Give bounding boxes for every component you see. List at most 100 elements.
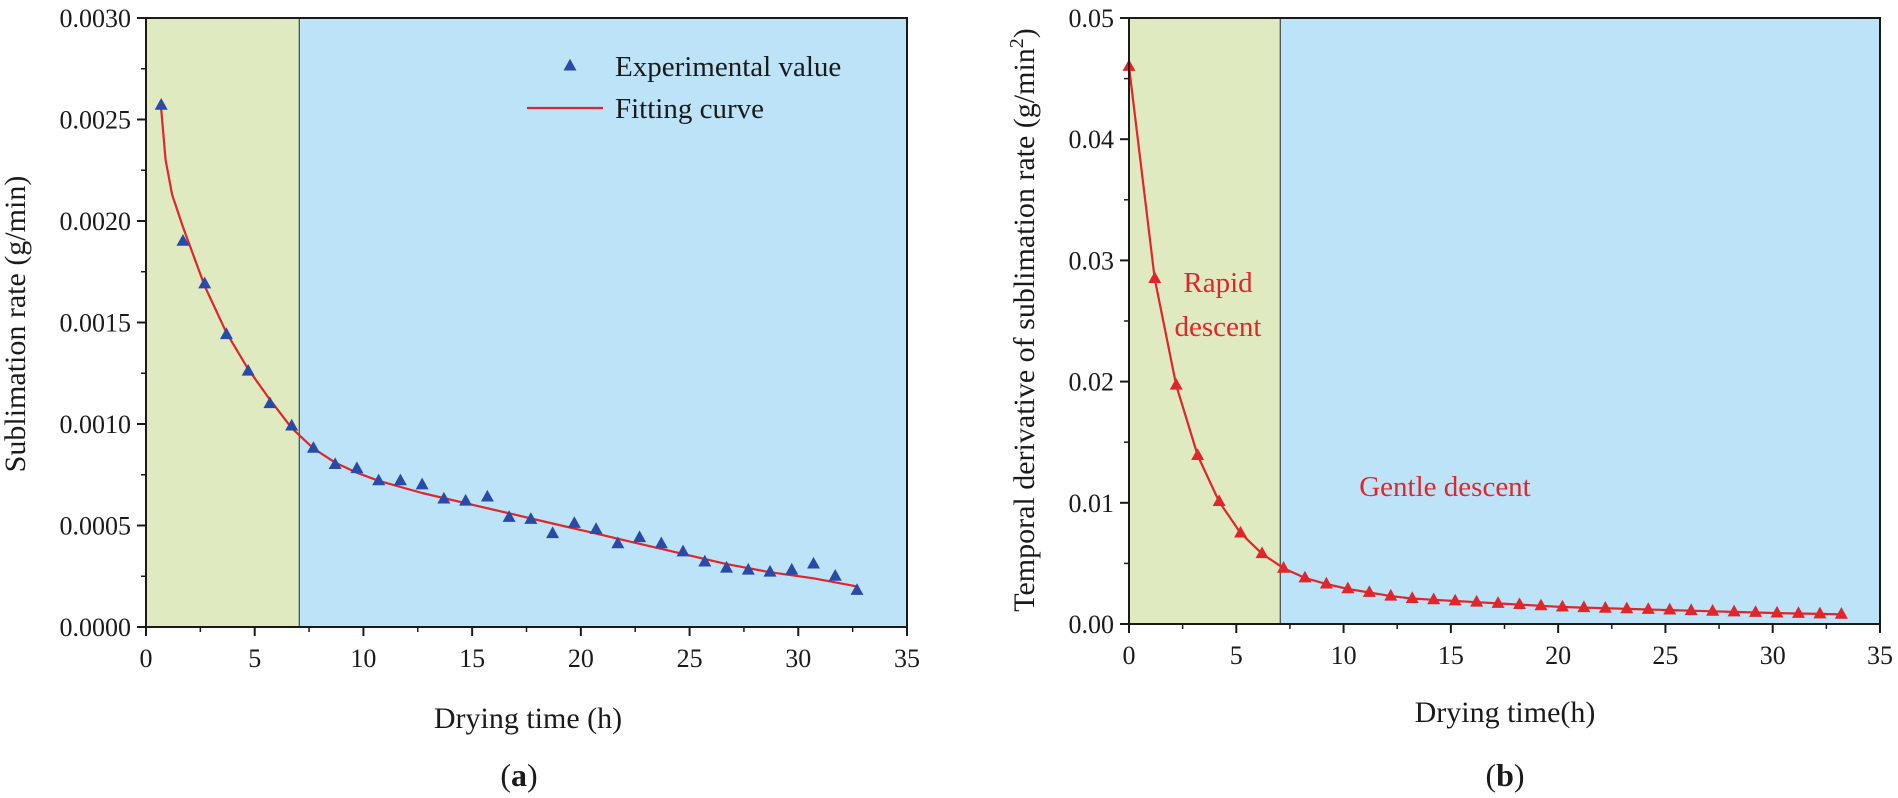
data-point — [1706, 604, 1720, 616]
data-point — [828, 568, 842, 581]
data-point — [437, 491, 451, 504]
y-tick-label: 0.0020 — [60, 207, 132, 236]
data-point — [1834, 607, 1848, 619]
panel-b: 0 5 10 15 20 25 30 35 0.00 0.01 0.02 0.03 0.04 0.05 R… — [1006, 4, 1893, 793]
panel-a-label: (a) — [500, 757, 537, 793]
x-tick-label: 15 — [1438, 641, 1464, 670]
data-point — [850, 583, 864, 595]
data-point — [1813, 606, 1827, 619]
data-point — [676, 544, 690, 557]
x-tick-label: 20 — [1545, 641, 1571, 670]
data-point — [654, 536, 668, 549]
data-point — [524, 512, 538, 524]
panel-b-axes: 0 5 10 15 20 25 30 35 0.00 0.01 0.02 0.03 0.04 0.05 — [1069, 4, 1894, 670]
data-point — [785, 562, 799, 575]
data-point — [285, 418, 299, 431]
panel-b-data-points — [1122, 59, 1848, 619]
data-point — [1341, 581, 1355, 594]
region-rapid — [1129, 18, 1281, 624]
panel-a-legend: Experimental value Fitting curve — [527, 51, 841, 125]
y-tick-label: 0.0015 — [60, 309, 132, 338]
data-point — [567, 516, 581, 528]
series-line — [1127, 66, 1842, 616]
y-tick-label: 0.0000 — [60, 613, 132, 642]
x-tick-label: 0 — [1123, 641, 1136, 670]
data-point — [1191, 448, 1205, 460]
data-point — [1491, 596, 1505, 608]
x-tick-label: 30 — [785, 644, 811, 673]
data-point — [1663, 602, 1677, 615]
data-point — [1534, 598, 1548, 611]
data-point — [502, 510, 516, 522]
x-tick-label: 35 — [894, 644, 920, 673]
panel-a-letter: a — [511, 757, 527, 793]
data-point — [263, 396, 277, 409]
annotation-rapid-line1: Rapid — [1183, 267, 1253, 299]
data-point — [372, 473, 386, 486]
y-tick-label: 0.0010 — [60, 410, 132, 439]
data-point — [1276, 560, 1290, 573]
y-tick-label: 0.00 — [1069, 610, 1115, 639]
legend-entry-experimental: Experimental value — [615, 51, 841, 83]
panel-b-regions — [1129, 18, 1880, 624]
data-point — [633, 530, 647, 543]
data-point — [176, 234, 190, 246]
data-point — [1169, 377, 1183, 390]
data-point — [1555, 599, 1569, 612]
data-point — [1577, 600, 1591, 613]
data-point — [241, 363, 255, 376]
x-tick-label: 10 — [1331, 641, 1357, 670]
data-point — [589, 522, 603, 535]
data-point — [1770, 605, 1784, 618]
data-point — [546, 526, 560, 539]
legend-marker-triangle — [563, 58, 577, 71]
y-tick-label: 0.05 — [1069, 4, 1115, 33]
data-point — [1212, 494, 1226, 507]
x-tick-label: 20 — [568, 644, 594, 673]
annotation-rapid-line2: descent — [1175, 311, 1262, 343]
data-point — [306, 441, 320, 453]
panel-a: 0 5 10 15 20 25 30 35 0.0000 0.0005 0.0010 0.0015 0.… — [0, 4, 920, 793]
data-point — [1298, 570, 1312, 583]
data-point — [1427, 592, 1441, 605]
panel-a-axes: 0 5 10 15 20 25 30 35 0.0000 0.0005 0.0010 0.0015 0.… — [60, 4, 921, 673]
data-point — [698, 554, 712, 567]
x-tick-label: 15 — [459, 644, 485, 673]
data-point — [198, 276, 212, 289]
data-point — [154, 98, 168, 110]
y-tick-label: 0.0005 — [60, 512, 132, 541]
region-gentle — [1280, 18, 1880, 624]
data-point — [1319, 576, 1333, 589]
y-tick-label: 0.0025 — [60, 106, 132, 135]
panel-b-y-label-sup: 2 — [1006, 38, 1028, 48]
panel-b-y-label-close: ) — [1008, 28, 1041, 38]
panel-b-y-label-main: Temporal derivative of sublimation rate … — [1008, 48, 1041, 612]
data-point — [1641, 602, 1655, 614]
x-tick-label: 10 — [350, 644, 376, 673]
panel-a-data-points — [154, 98, 864, 595]
data-point — [459, 493, 473, 506]
y-tick-label: 0.03 — [1069, 246, 1115, 275]
data-point — [393, 473, 407, 486]
data-point — [1598, 600, 1612, 613]
data-point — [1255, 546, 1269, 559]
data-point — [1470, 594, 1484, 607]
y-tick-label: 0.0030 — [60, 4, 132, 33]
data-point — [741, 562, 755, 575]
panel-b-y-axis-label: Temporal derivative of sublimation rate … — [1006, 28, 1041, 612]
y-tick-label: 0.02 — [1069, 368, 1115, 397]
data-point — [1234, 525, 1248, 538]
y-tick-label: 0.04 — [1069, 125, 1115, 154]
x-tick-label: 5 — [248, 644, 261, 673]
x-tick-label: 5 — [1230, 641, 1243, 670]
panel-b-series-line — [1127, 66, 1842, 616]
data-point — [807, 556, 821, 569]
x-tick-label: 0 — [140, 644, 153, 673]
panel-a-fit-curve — [160, 109, 858, 588]
y-tick-label: 0.01 — [1069, 489, 1115, 518]
panel-a-x-axis-label: Drying time (h) — [434, 702, 622, 735]
legend-entry-fitting: Fitting curve — [615, 93, 764, 125]
region-gentle — [299, 18, 908, 627]
data-point — [1684, 603, 1698, 616]
panel-b-letter: b — [1496, 757, 1514, 793]
